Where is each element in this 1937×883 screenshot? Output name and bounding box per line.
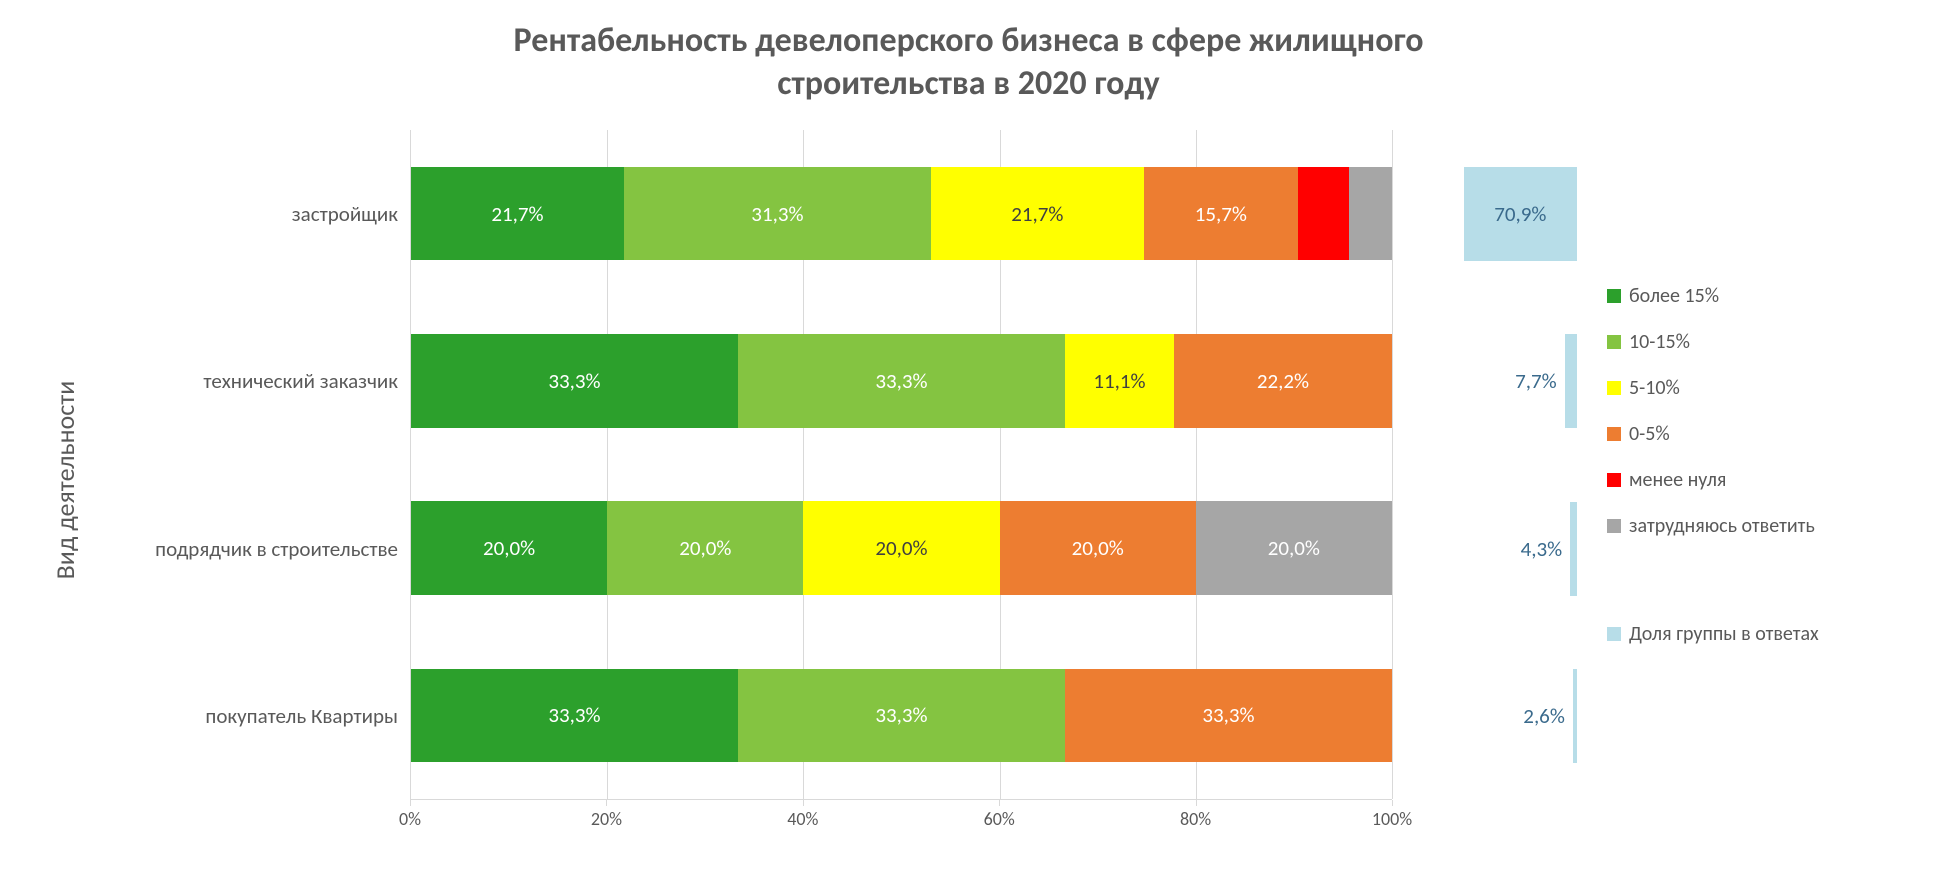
chart-container: Рентабельность девелоперского бизнеса в … [0, 0, 1937, 883]
legend-swatch [1607, 335, 1621, 349]
legend-gap [1607, 560, 1897, 600]
legend-label: затрудняюсь ответить [1629, 514, 1815, 538]
chart-body: Вид деятельности застройщиктехнический з… [40, 130, 1897, 830]
x-axis-spacer [90, 800, 410, 830]
group-percent-bar [1565, 334, 1577, 428]
x-tick-mark [803, 800, 804, 806]
legend-item: 5-10% [1607, 376, 1897, 400]
category-label: застройщик [90, 130, 410, 298]
group-percent-label: 2,6% [1523, 703, 1565, 729]
legend-swatch [1607, 473, 1621, 487]
group-percent-cell: 4,3% [1417, 465, 1577, 633]
x-tick-label: 20% [591, 808, 622, 830]
legend-label: менее нуля [1629, 468, 1726, 492]
category-label: технический заказчик [90, 298, 410, 466]
legend-item: 0-5% [1607, 422, 1897, 446]
x-tick-label: 60% [984, 808, 1015, 830]
legend-swatch [1607, 289, 1621, 303]
legend-item: менее нуля [1607, 468, 1897, 492]
bar-segment: 33,3% [738, 334, 1065, 428]
group-percent-label: 4,3% [1521, 536, 1563, 562]
chart-title-line1: Рентабельность девелоперского бизнеса в … [40, 20, 1897, 63]
bar-segment: 33,3% [738, 669, 1065, 763]
bar-segment: 20,0% [803, 501, 999, 595]
chart-title-line2: строительства в 2020 году [40, 63, 1897, 106]
legend-swatch [1607, 427, 1621, 441]
group-percent-cell: 2,6% [1417, 633, 1577, 801]
legend-item: затрудняюсь ответить [1607, 514, 1897, 538]
x-axis-spacer [1577, 800, 1897, 830]
bar-segment [1349, 167, 1392, 261]
x-tick-label: 0% [399, 808, 421, 830]
y-axis-title-column: Вид деятельности [40, 130, 90, 830]
x-axis: 0% 20% 40% 60% 80% 100% [90, 800, 1897, 830]
plot-row: застройщиктехнический заказчикподрядчик … [90, 130, 1897, 800]
category-label: подрядчик в строительстве [90, 465, 410, 633]
bar-stack: 21,7%31,3%21,7%15,7% [411, 167, 1392, 261]
bar-segment: 31,3% [624, 167, 931, 261]
x-tick-label: 40% [787, 808, 818, 830]
bar-segment: 33,3% [411, 669, 738, 763]
legend-label: более 15% [1629, 284, 1719, 308]
group-percent-bar: 70,9% [1464, 167, 1577, 261]
x-tick-mark [1196, 800, 1197, 806]
bar-segment: 22,2% [1174, 334, 1392, 428]
group-percent-bar [1570, 502, 1577, 596]
x-tick-mark [999, 800, 1000, 806]
y-axis-title: Вид деятельности [49, 381, 81, 580]
bar-segment: 20,0% [607, 501, 803, 595]
bar-segment: 21,7% [411, 167, 624, 261]
legend-label: Доля группы в ответах [1629, 622, 1819, 646]
x-tick-mark [1392, 800, 1393, 806]
chart-title: Рентабельность девелоперского бизнеса в … [40, 20, 1897, 105]
legend-label: 5-10% [1629, 376, 1680, 400]
legend: более 15% 10-15% 5-10% 0-5% менее нуля затруд… [1577, 130, 1897, 800]
bar-stack: 20,0%20,0%20,0%20,0%20,0% [411, 501, 1392, 595]
bar-row: 21,7%31,3%21,7%15,7% [411, 130, 1392, 297]
bar-segment: 20,0% [1000, 501, 1196, 595]
legend-item: Доля группы в ответах [1607, 622, 1897, 646]
bar-segment: 21,7% [931, 167, 1144, 261]
bar-stack: 33,3%33,3%11,1%22,2% [411, 334, 1392, 428]
plot-and-axis: застройщиктехнический заказчикподрядчик … [90, 130, 1897, 830]
legend-item: более 15% [1607, 284, 1897, 308]
group-percent-cell: 7,7% [1417, 298, 1577, 466]
legend-label: 10-15% [1629, 330, 1690, 354]
x-tick-mark [606, 800, 607, 806]
legend-swatch [1607, 381, 1621, 395]
category-labels: застройщиктехнический заказчикподрядчик … [90, 130, 410, 800]
bar-segment: 20,0% [1196, 501, 1392, 595]
x-tick-mark [410, 800, 411, 806]
legend-swatch [1607, 519, 1621, 533]
bar-row: 33,3%33,3%33,3% [411, 632, 1392, 799]
plot-area: 21,7%31,3%21,7%15,7%33,3%33,3%11,1%22,2%… [410, 130, 1392, 800]
legend-label: 0-5% [1629, 422, 1670, 446]
bar-segment: 15,7% [1144, 167, 1298, 261]
bar-segment: 11,1% [1065, 334, 1174, 428]
x-axis-ticks: 0%20%40%60%80%100% [410, 800, 1392, 830]
x-axis-spacer [1392, 800, 1577, 830]
group-percent-label: 7,7% [1515, 368, 1557, 394]
legend-swatch [1607, 627, 1621, 641]
bar-rows: 21,7%31,3%21,7%15,7%33,3%33,3%11,1%22,2%… [411, 130, 1392, 799]
group-percent-cell: 70,9% [1417, 130, 1577, 298]
category-label: покупатель Квартиры [90, 633, 410, 801]
bar-segment: 33,3% [411, 334, 738, 428]
bar-segment: 33,3% [1065, 669, 1392, 763]
x-tick-label: 80% [1180, 808, 1211, 830]
bar-segment [1298, 167, 1349, 261]
bar-row: 20,0%20,0%20,0%20,0%20,0% [411, 465, 1392, 632]
legend-item: 10-15% [1607, 330, 1897, 354]
group-percent-column: 70,9% 7,7% 4,3% 2,6% [1417, 130, 1577, 800]
grid-line [1392, 130, 1393, 799]
bar-row: 33,3%33,3%11,1%22,2% [411, 297, 1392, 464]
x-tick-label: 100% [1372, 808, 1412, 830]
bar-stack: 33,3%33,3%33,3% [411, 669, 1392, 763]
bar-segment: 20,0% [411, 501, 607, 595]
